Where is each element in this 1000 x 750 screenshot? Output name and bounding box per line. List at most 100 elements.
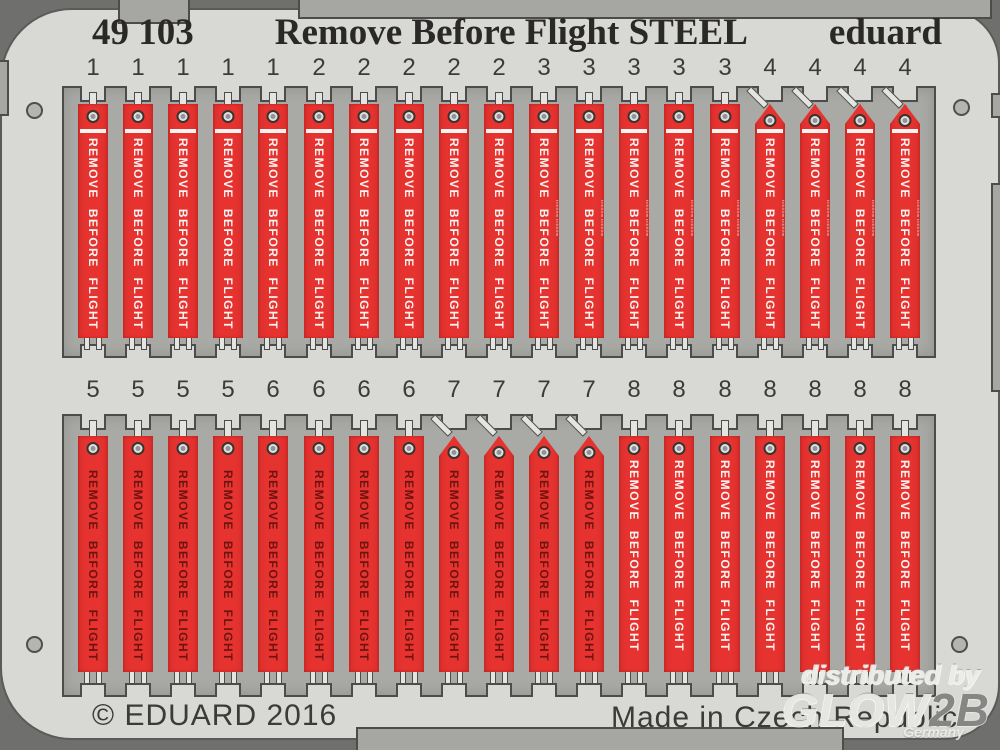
tag-grommet [357,442,371,455]
tag-text: REMOVE BEFORE FLIGHT [898,138,912,331]
product-title: Remove Before Flight STEEL [274,12,748,53]
brand-logo: eduard [828,12,942,53]
attachment-tab [174,336,180,350]
frame-tab [298,0,992,19]
tag-number-label: 8 [672,376,686,403]
tag-grommet [672,110,686,123]
rbf-tag: REMOVE BEFORE FLIGHT tritiitiim tritiitii… [529,104,560,338]
tag-number-label: 3 [718,54,732,81]
attachment-tab [716,670,722,684]
tag-micro-text: tritiitiim tritiitiim [871,200,876,237]
attachment-tab [773,336,779,350]
attachment-tab [818,336,824,350]
attachment-tab [400,336,406,350]
tag-number-label: 8 [853,376,867,403]
rbf-tag: REMOVE BEFORE FLIGHT tritiitiim tritiitii… [619,104,650,338]
attachment-tab [637,670,643,684]
tag-grommet [492,446,506,459]
tag-grommet [176,110,190,123]
attachment-tab [535,336,541,350]
attachment-tab [264,670,270,684]
tag-number-label: 7 [582,376,596,403]
rbf-tag: REMOVE BEFORE FLIGHT [890,436,920,672]
attachment-tab [412,670,418,684]
attachment-tab [322,336,328,350]
rbf-tag: REMOVE BEFORE FLIGHT [78,436,108,672]
tag-grommet [86,110,100,123]
frame-tab [118,0,190,24]
attachment-tab [580,670,586,684]
tag-stripe [621,129,647,133]
tag-grommet [627,110,641,123]
frame-notch-bar [991,93,1000,118]
tag-number-label: 5 [86,376,100,403]
tag-text: REMOVE BEFORE FLIGHT [537,470,551,663]
attachment-tab [457,670,463,684]
tag-number-label: 8 [808,376,822,403]
attachment-tab [806,670,812,684]
tag-number-label: 5 [131,376,145,403]
fret-notch [712,683,738,697]
tag-number-label: 5 [221,376,235,403]
attachment-tab [129,336,135,350]
tag-grommet [718,442,732,455]
tag-grommet [357,110,371,123]
rbf-tag: REMOVE BEFORE FLIGHT [213,436,243,672]
tag-text: REMOVE BEFORE FLIGHT [763,460,777,653]
tag-text: REMOVE BEFORE FLIGHT [402,470,416,663]
rbf-tag: REMOVE BEFORE FLIGHT [845,436,875,672]
header: 49 103 Remove Before Flight STEEL eduard [92,11,942,54]
fret-notch [306,683,332,697]
attachment-tab [580,336,586,350]
tag-stripe [306,129,332,133]
tag-grommet [853,114,867,127]
attachment-tab [355,670,361,684]
tag-number-label: 2 [492,54,506,81]
tag-grommet [402,110,416,123]
attachment-tab [818,670,824,684]
tag-number-label: 3 [537,54,551,81]
tag-stripe [666,129,692,133]
tag-stripe [396,129,422,133]
attachment-tab [412,336,418,350]
attachment-tab [276,670,282,684]
tag-text: REMOVE BEFORE FLIGHT [221,138,235,331]
rbf-tag: REMOVE BEFORE FLIGHT [168,436,198,672]
attachment-tab [231,336,237,350]
rbf-tag: REMOVE BEFORE FLIGHT [304,104,334,338]
tag-stripe [486,129,512,133]
tag-text: REMOVE BEFORE FLIGHT [808,138,822,331]
tag-text: REMOVE BEFORE FLIGHT [898,460,912,653]
fret-notch [215,683,241,697]
rbf-tag: REMOVE BEFORE FLIGHT [123,104,153,338]
tag-number-label: 1 [131,54,145,81]
rbf-tag: REMOVE BEFORE FLIGHT [755,436,785,672]
tag-text: REMOVE BEFORE FLIGHT [718,138,732,331]
attachment-tab [592,336,598,350]
tag-text: REMOVE BEFORE FLIGHT [763,138,777,331]
rbf-tag: REMOVE BEFORE FLIGHT [78,104,108,338]
tag-text: REMOVE BEFORE FLIGHT [627,138,641,331]
attachment-tab [367,336,373,350]
tag-grommet [763,442,777,455]
rbf-tag: REMOVE BEFORE FLIGHT [394,436,424,672]
attachment-tab [547,670,553,684]
tag-text: REMOVE BEFORE FLIGHT [131,470,145,663]
rbf-tag: REMOVE BEFORE FLIGHT [349,436,379,672]
tag-grommet [537,446,551,459]
attachment-tab [625,670,631,684]
rbf-tag: REMOVE BEFORE FLIGHT [258,436,288,672]
tag-text: REMOVE BEFORE FLIGHT [447,138,461,331]
tag-text: REMOVE BEFORE FLIGHT [312,138,326,331]
tag-text: REMOVE BEFORE FLIGHT [357,470,371,663]
tag-grommet [221,110,235,123]
rbf-tag: REMOVE BEFORE FLIGHT [123,436,153,672]
tag-text: REMOVE BEFORE FLIGHT [718,460,732,653]
tag-grommet [582,110,596,123]
tag-text: REMOVE BEFORE FLIGHT [357,138,371,331]
attachment-tab [625,336,631,350]
tag-grommet [402,442,416,455]
tag-micro-text: tritiitiim tritiitiim [690,200,695,237]
tag-text: REMOVE BEFORE FLIGHT [853,460,867,653]
rbf-tag: REMOVE BEFORE FLIGHT tritiitiim tritiitii… [664,104,695,338]
